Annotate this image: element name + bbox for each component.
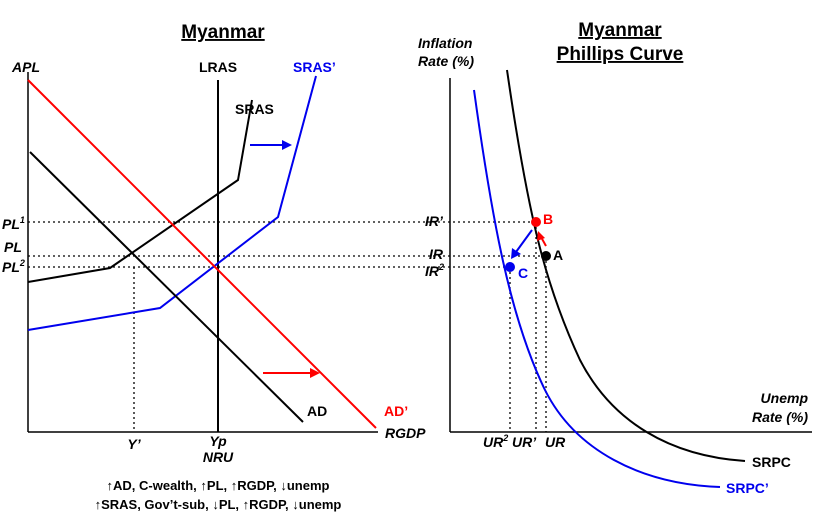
unemp-axis-label-1: Unemp bbox=[761, 390, 809, 406]
inflation-axis-label-1: Inflation bbox=[418, 35, 472, 51]
srpc-prime-curve bbox=[473, 89, 721, 488]
srpc-label: SRPC bbox=[752, 454, 791, 470]
ad-prime-label: AD’ bbox=[384, 403, 408, 419]
a-to-b-arrow bbox=[537, 231, 547, 247]
note-sras-increase: ↑SRAS, Gov’t-sub, ↓PL, ↑RGDP, ↓unemp bbox=[95, 497, 342, 512]
point-b-label: B bbox=[543, 211, 553, 227]
yp-tick: Yp bbox=[209, 433, 227, 449]
srpc-curve bbox=[506, 69, 746, 462]
sras-shift-arrow bbox=[250, 140, 292, 150]
inflation-axis-label-2: Rate (%) bbox=[418, 53, 474, 69]
ir-prime-tick: IR’ bbox=[425, 213, 444, 229]
nru-tick: NRU bbox=[203, 449, 234, 465]
pl1-tick: PL1 bbox=[2, 215, 25, 232]
ur2-tick: UR2 bbox=[483, 433, 508, 450]
ur-tick: UR bbox=[545, 434, 566, 450]
sras-prime-curve bbox=[27, 75, 317, 331]
unemp-axis-label-2: Rate (%) bbox=[752, 409, 808, 425]
point-b bbox=[531, 217, 541, 227]
ur-prime-tick: UR’ bbox=[512, 434, 537, 450]
right-title-line1: Myanmar bbox=[578, 20, 662, 41]
point-a bbox=[541, 251, 551, 261]
ir2-tick: IR2 bbox=[425, 262, 444, 279]
ad-shift-arrow bbox=[263, 368, 320, 378]
ad-curve bbox=[29, 151, 304, 423]
rgdp-axis-label: RGDP bbox=[385, 425, 426, 441]
point-c-label: C bbox=[518, 265, 528, 281]
srpc-prime-label: SRPC’ bbox=[726, 480, 769, 496]
apl-axis-label: APL bbox=[11, 59, 40, 75]
note-ad-increase: ↑AD, C-wealth, ↑PL, ↑RGDP, ↓unemp bbox=[107, 478, 330, 493]
ir-tick: IR bbox=[429, 246, 444, 262]
left-title: Myanmar bbox=[181, 22, 265, 43]
pl2-tick: PL2 bbox=[2, 258, 25, 275]
point-c bbox=[505, 262, 515, 272]
b-to-c-arrow bbox=[511, 229, 533, 259]
lras-label: LRAS bbox=[199, 59, 237, 75]
right-title-line2: Phillips Curve bbox=[557, 44, 684, 65]
pl-tick: PL bbox=[4, 239, 22, 255]
ad-label: AD bbox=[307, 403, 327, 419]
sras-label: SRAS bbox=[235, 101, 274, 117]
sras-curve bbox=[27, 99, 253, 283]
ad-prime-curve bbox=[27, 79, 377, 429]
y-prime-tick: Y’ bbox=[127, 436, 141, 452]
sras-prime-label: SRAS’ bbox=[293, 59, 336, 75]
point-a-label: A bbox=[553, 247, 563, 263]
